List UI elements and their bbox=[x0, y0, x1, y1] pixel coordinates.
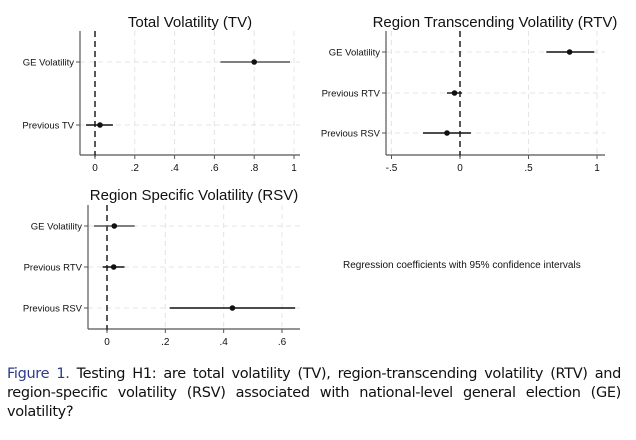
x-tick-label: 0 bbox=[457, 163, 463, 174]
coefficient-point bbox=[251, 59, 257, 65]
coefficient-point bbox=[451, 90, 458, 96]
panel-region-transcending-volatility: Region Transcending Volatility (RTV) -.5 0… bbox=[321, 14, 618, 174]
x-tick-label: .2 bbox=[161, 337, 170, 348]
figure-coefficient-plots: Total Volatility (TV) 0 .2 .4 .6 .8 1 GE Volati… bbox=[22, 14, 618, 348]
x-tick-label: .2 bbox=[131, 163, 140, 174]
x-tick-label: 1 bbox=[291, 163, 297, 174]
y-tick-label: Previous RSV bbox=[321, 129, 381, 140]
panel-title: Total Volatility (TV) bbox=[128, 14, 252, 31]
coefficient-point bbox=[110, 264, 117, 270]
y-tick-label: Previous RTV bbox=[322, 89, 381, 100]
figure-caption: Figure 1. Testing H1: are total volatili… bbox=[7, 365, 621, 422]
x-tick-label: 0 bbox=[92, 163, 98, 174]
panel-title: Region Transcending Volatility (RTV) bbox=[373, 14, 618, 31]
y-tick-label: Previous RTV bbox=[24, 263, 83, 274]
y-tick-label: GE Volatility bbox=[23, 58, 74, 69]
coefficient-point bbox=[111, 223, 118, 229]
x-tick-label: 1 bbox=[594, 163, 600, 174]
coefficient-point bbox=[566, 49, 573, 55]
panel-region-specific-volatility: Region Specific Volatility (RSV) 0 .2 .4 .6 G… bbox=[23, 187, 300, 348]
x-tick-label: .4 bbox=[170, 163, 179, 174]
x-tick-label: 0 bbox=[104, 337, 110, 348]
y-tick-label: GE Volatility bbox=[329, 48, 380, 59]
y-tick-label: Previous TV bbox=[22, 121, 74, 132]
caption-text: Testing H1: are total volatility (TV), r… bbox=[7, 366, 621, 420]
coefficient-point bbox=[229, 305, 236, 311]
caption-label: Figure 1. bbox=[7, 366, 70, 382]
figure-note: Regression coefficients with 95% confide… bbox=[343, 260, 581, 271]
y-tick-label: Previous RSV bbox=[23, 304, 83, 315]
x-tick-label: .5 bbox=[524, 163, 533, 174]
panel-total-volatility: Total Volatility (TV) 0 .2 .4 .6 .8 1 GE Volati… bbox=[22, 14, 300, 174]
panel-title: Region Specific Volatility (RSV) bbox=[90, 187, 298, 204]
x-tick-label: -.5 bbox=[386, 163, 398, 174]
x-tick-label: .4 bbox=[219, 337, 228, 348]
x-tick-label: .6 bbox=[210, 163, 219, 174]
x-tick-label: .6 bbox=[278, 337, 287, 348]
x-tick-label: .8 bbox=[250, 163, 259, 174]
coefficient-point bbox=[97, 122, 103, 128]
coefficient-point bbox=[444, 130, 450, 136]
y-tick-label: GE Volatility bbox=[31, 222, 82, 233]
